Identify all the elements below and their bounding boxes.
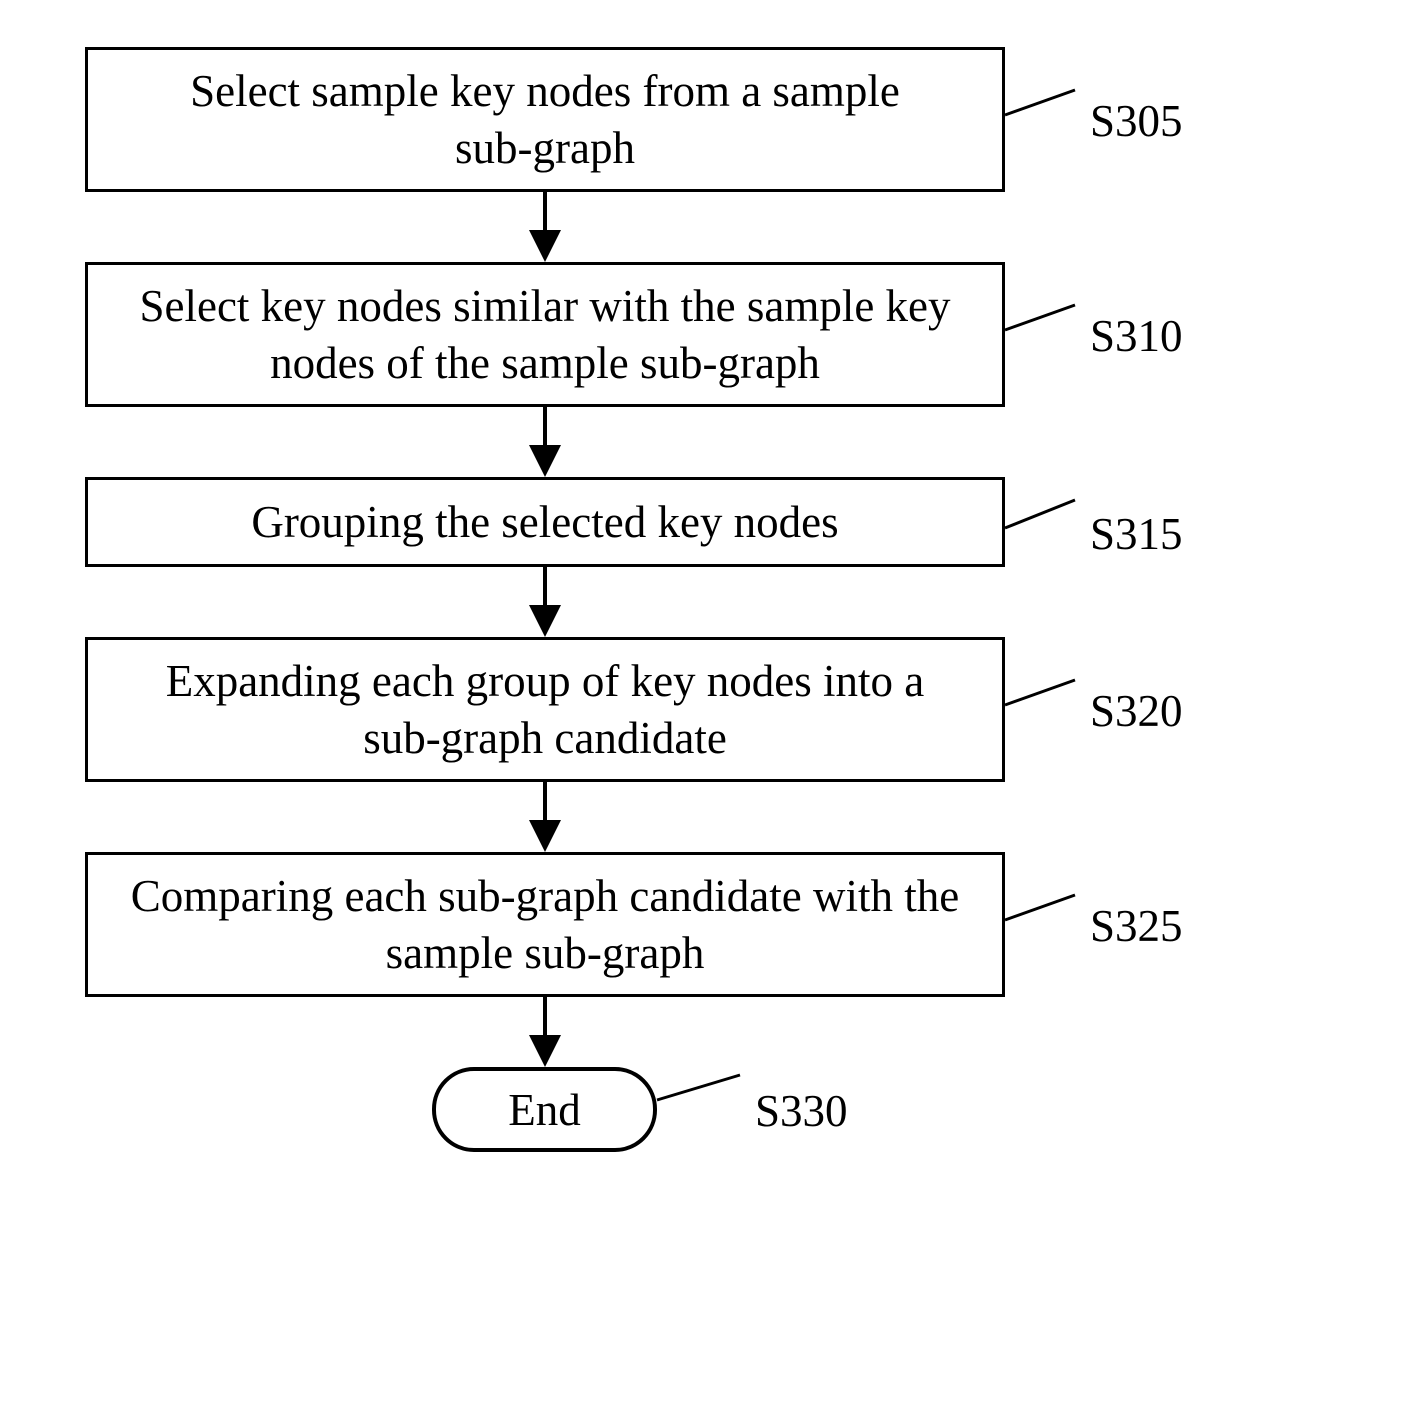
flow-node-text: Select key nodes similar with the sample… <box>139 278 950 334</box>
flow-node-text: nodes of the sample sub-graph <box>270 335 820 391</box>
flow-node-text: End <box>508 1084 581 1136</box>
leader-line <box>1005 895 1075 920</box>
flow-node-text: sub-graph <box>455 120 635 176</box>
flow-node-text: sub-graph candidate <box>363 710 727 766</box>
flow-node-text: sample sub-graph <box>386 925 705 981</box>
leader-line <box>1005 680 1075 705</box>
step-label-s310: S310 <box>1090 310 1183 362</box>
leader-line <box>657 1075 740 1100</box>
flow-node-s325: Comparing each sub-graph candidate with … <box>85 852 1005 997</box>
step-label-s325: S325 <box>1090 900 1183 952</box>
flow-node-text: Expanding each group of key nodes into a <box>166 653 925 709</box>
flow-node-text: Comparing each sub-graph candidate with … <box>131 868 959 924</box>
leader-line <box>1005 500 1075 528</box>
flow-node-text: Grouping the selected key nodes <box>251 494 838 550</box>
step-label-s320: S320 <box>1090 685 1183 737</box>
flow-node-text: Select sample key nodes from a sample <box>190 63 900 119</box>
flow-node-s310: Select key nodes similar with the sample… <box>85 262 1005 407</box>
step-label-s315: S315 <box>1090 508 1183 560</box>
leader-line <box>1005 305 1075 330</box>
leader-line <box>1005 90 1075 115</box>
flow-node-s305: Select sample key nodes from a sample su… <box>85 47 1005 192</box>
step-label-s330: S330 <box>755 1085 848 1137</box>
step-label-s305: S305 <box>1090 95 1183 147</box>
flowchart-canvas: Select sample key nodes from a sample su… <box>0 0 1414 1410</box>
flow-node-end: End <box>432 1067 657 1152</box>
flow-node-s320: Expanding each group of key nodes into a… <box>85 637 1005 782</box>
flow-node-s315: Grouping the selected key nodes <box>85 477 1005 567</box>
